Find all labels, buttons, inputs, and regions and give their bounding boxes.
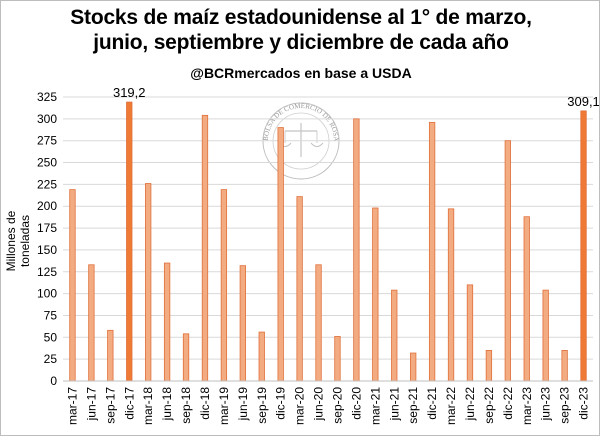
y-tick-label: 300	[37, 112, 57, 126]
bar-jun-19	[239, 265, 246, 382]
x-tick-label: dic-19	[274, 387, 288, 420]
y-tick-label: 25	[44, 352, 58, 366]
bar-dic-17	[126, 101, 133, 382]
y-axis-ticks: 0 25 50 75 100 125 150 175 200 225 250 275 300 325	[37, 90, 57, 388]
bar-jun-21	[391, 289, 398, 382]
x-tick-label: sep-18	[179, 387, 193, 424]
bar-jun-18	[163, 262, 171, 382]
x-tick-label: sep-22	[482, 387, 496, 424]
bar-jun-23	[542, 289, 549, 382]
bar-sep-19	[258, 331, 265, 382]
bar-sep-21	[410, 352, 417, 382]
x-tick-label: dic-20	[349, 387, 363, 420]
chart-title-line-2: junio, septiembre y diciembre de cada añ…	[93, 31, 509, 54]
y-tick-label: 75	[44, 308, 58, 322]
bar-jun-20	[315, 264, 322, 382]
x-tick-label: mar-22	[444, 387, 458, 425]
chart-title-line-1: Stocks de maíz estadounidense al 1° de m…	[70, 6, 532, 29]
y-tick-label: 200	[37, 199, 57, 213]
bar-dic-19	[277, 127, 284, 382]
y-tick-label: 250	[37, 156, 57, 170]
bar-mar-23	[523, 216, 530, 382]
bar-sep-23	[561, 350, 568, 382]
bar-dic-20	[353, 118, 360, 382]
y-tick-label: 225	[37, 177, 57, 191]
y-tick-label: 50	[44, 330, 58, 344]
y-tick-label: 275	[37, 134, 57, 148]
x-tick-label: jun-21	[387, 387, 401, 422]
x-tick-label: sep-23	[558, 387, 572, 424]
seal-emblem-pan-right	[310, 142, 324, 147]
y-tick-label: 125	[37, 265, 57, 279]
bar-dic-21	[428, 121, 436, 382]
bar-sep-17	[107, 329, 114, 382]
bar-dic-23	[580, 110, 587, 382]
bar-dic-18	[201, 114, 209, 382]
x-tick-label: dic-17	[122, 387, 136, 420]
gridlines	[63, 96, 593, 360]
y-tick-label: 325	[37, 90, 57, 104]
x-tick-label: dic-18	[198, 387, 212, 420]
y-tick-label: 100	[37, 287, 57, 301]
x-tick-label: sep-20	[330, 387, 344, 424]
bar-mar-18	[145, 183, 152, 382]
bar-mar-22	[447, 208, 455, 382]
data-label-dic-17: 319,2	[113, 85, 146, 100]
x-tick-label: mar-23	[520, 387, 534, 425]
bar-mar-21	[372, 207, 379, 382]
x-axis-ticks: mar-17 jun-17 sep-17 dic-17 mar-18 jun-18 sep-…	[65, 387, 590, 425]
x-tick-label: jun-19	[236, 387, 250, 422]
x-tick-label: dic-21	[425, 387, 439, 420]
chart-subtitle: @BCRmercados en base a USDA	[190, 65, 412, 81]
chart-title: Stocks de maíz estadounidense al 1° de m…	[1, 5, 599, 55]
x-tick-label: jun-20	[312, 387, 326, 422]
bar-mar-17	[69, 189, 76, 382]
y-tick-label: 0	[50, 374, 57, 388]
x-tick-label: jun-23	[539, 387, 553, 422]
x-tick-label: jun-18	[160, 387, 174, 422]
bar-sep-20	[334, 336, 341, 382]
y-tick-label: 150	[37, 243, 57, 257]
y-tick-label: 175	[37, 221, 57, 235]
x-tick-label: mar-20	[293, 387, 307, 425]
x-tick-label: dic-22	[501, 387, 515, 420]
x-tick-label: sep-19	[255, 387, 269, 424]
data-labels: 319,2 309,1	[113, 85, 600, 109]
data-label-dic-23: 309,1	[567, 94, 600, 109]
x-tick-label: jun-17	[84, 387, 98, 422]
x-tick-label: mar-18	[141, 387, 155, 425]
bar-dic-22	[504, 140, 511, 382]
bars	[69, 101, 587, 382]
x-tick-label: dic-23	[577, 387, 591, 420]
bar-jun-17	[88, 264, 95, 382]
x-tick-label: mar-21	[368, 387, 382, 425]
bar-jun-22	[466, 284, 474, 382]
x-tick-label: sep-17	[103, 387, 117, 424]
bar-mar-19	[220, 189, 228, 382]
bar-sep-22	[485, 350, 493, 382]
x-tick-label: mar-17	[65, 387, 79, 425]
x-tick-label: mar-19	[217, 387, 231, 425]
bar-mar-20	[296, 196, 303, 382]
x-tick-label: jun-22	[463, 387, 477, 422]
bar-sep-18	[182, 333, 190, 382]
x-tick-label: sep-21	[406, 387, 420, 424]
